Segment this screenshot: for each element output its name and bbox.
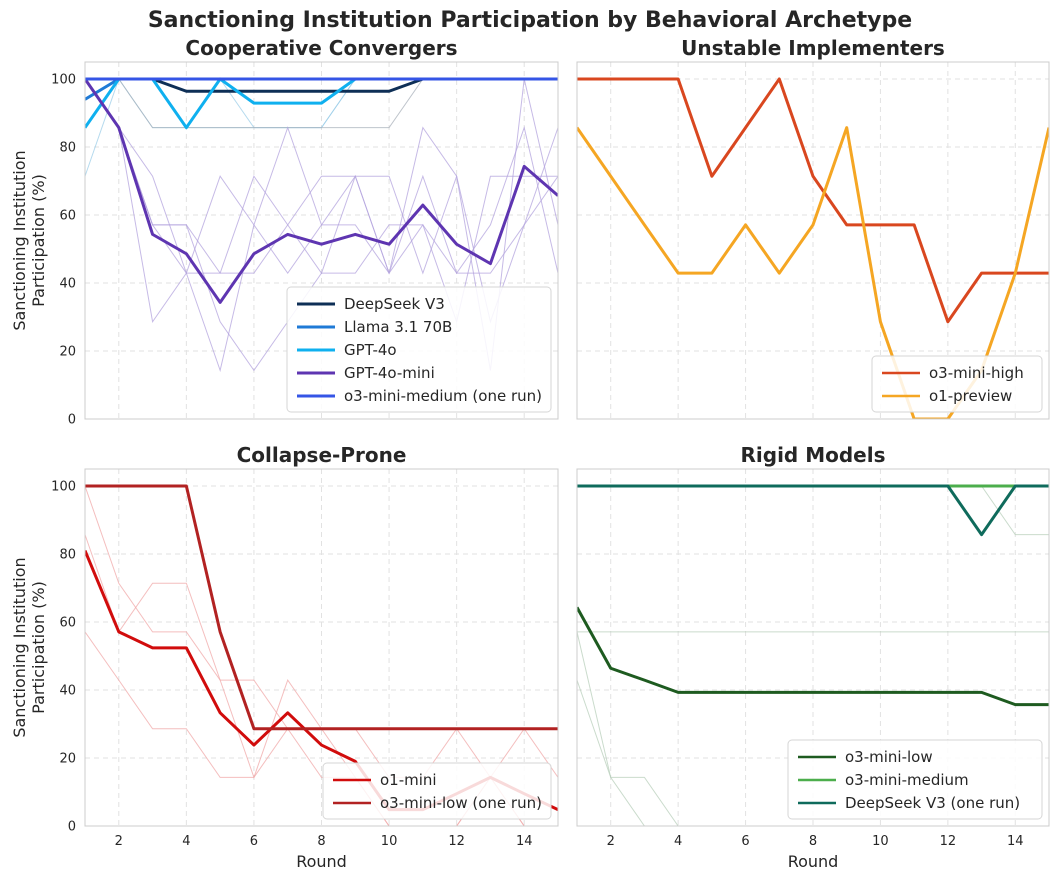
legend: o1-mini o3-mini-low (one run)	[322, 762, 552, 820]
legend-label: DeepSeek V3 (one run)	[845, 794, 1020, 812]
legend-label: o3-mini-medium	[845, 771, 969, 789]
panel-title: Rigid Models	[741, 443, 886, 467]
legend-box	[322, 762, 552, 820]
legend: o3-mini-low o3-mini-medium DeepSeek V3 (on…	[787, 739, 1043, 820]
series-line-deepseek-v3-one-run	[577, 484, 1049, 537]
legend-label: o1-mini	[380, 771, 437, 789]
faint-run-line	[577, 631, 1049, 826]
x-tick-label: 4	[674, 834, 682, 849]
x-tick-label: 14	[516, 834, 533, 849]
panel-cooperative-convergers: Cooperative Convergers 0 20 40 60 80 100 Sancti…	[10, 36, 559, 428]
x-tick-label: 6	[250, 834, 258, 849]
x-tick-label: 6	[741, 834, 749, 849]
series-line-o3-mini-low-one-run	[85, 484, 558, 731]
y-tick-label: 100	[51, 73, 76, 88]
y-tick-label: 20	[59, 752, 76, 767]
legend-box	[286, 286, 552, 413]
plot-frame	[84, 61, 559, 420]
panel-title: Collapse-Prone	[237, 443, 407, 467]
plot-frame	[576, 468, 1050, 827]
legend-label: o3-mini-high	[929, 364, 1024, 382]
y-tick-label: 100	[51, 480, 76, 495]
figure-title: Sanctioning Institution Participation by…	[148, 8, 912, 33]
y-axis-label-line: Participation (%)	[29, 581, 48, 714]
legend-label: Llama 3.1 70B	[344, 318, 452, 336]
x-tick-label: 2	[115, 834, 123, 849]
y-tick-label: 80	[59, 141, 76, 156]
legend-label: GPT-4o-mini	[344, 364, 435, 382]
plot-frame	[576, 61, 1050, 420]
legend-label: GPT-4o	[344, 341, 397, 359]
legend-label: o3-mini-low	[845, 748, 933, 766]
legend-box	[871, 355, 1043, 413]
plot-area	[577, 484, 1049, 826]
y-axis-label-line: Participation (%)	[29, 174, 48, 307]
x-axis-label: Round	[788, 852, 839, 871]
y-tick-label: 40	[59, 684, 76, 699]
legend-label: DeepSeek V3	[344, 295, 445, 313]
x-tick-label: 10	[872, 834, 889, 849]
legend: DeepSeek V3 Llama 3.1 70B GPT-4o GPT-4o-min…	[286, 286, 552, 413]
y-axis-label-line: Sanctioning Institution	[10, 557, 29, 737]
series-line-gpt-4o-mini	[85, 78, 558, 304]
x-tick-label: 12	[940, 834, 957, 849]
y-tick-label: 80	[59, 548, 76, 563]
plot-frame	[84, 468, 559, 827]
y-tick-label: 20	[59, 345, 76, 360]
panel-title: Unstable Implementers	[681, 36, 945, 60]
y-tick-label: 60	[59, 209, 76, 224]
x-tick-label: 12	[448, 834, 465, 849]
x-tick-label: 4	[182, 834, 190, 849]
series-line-o3-mini-high	[577, 77, 1049, 324]
y-axis-label: Sanctioning InstitutionParticipation (%)	[10, 150, 48, 330]
x-tick-label: 8	[809, 834, 817, 849]
x-tick-label: 14	[1007, 834, 1024, 849]
legend-label: o3-mini-medium (one run)	[344, 387, 542, 405]
y-tick-label: 0	[68, 413, 76, 428]
x-tick-label: 10	[381, 834, 398, 849]
series-line-o3-mini-low	[577, 606, 1049, 707]
legend-label: o3-mini-low (one run)	[380, 794, 542, 812]
panel-title: Cooperative Convergers	[185, 36, 457, 60]
y-axis-label: Sanctioning InstitutionParticipation (%)	[10, 557, 48, 737]
legend-label: o1-preview	[929, 387, 1012, 405]
panel-unstable-implementers: Unstable Implementers o3-mini-high o1-prev…	[576, 36, 1050, 420]
y-tick-label: 0	[68, 820, 76, 835]
x-tick-label: 8	[317, 834, 325, 849]
x-axis-label: Round	[296, 852, 347, 871]
x-tick-label: 2	[607, 834, 615, 849]
panel-collapse-prone: Collapse-Prone 0 20 40 60 80 100 2 4 6 8 10 12 14 Sanc…	[10, 443, 559, 871]
y-tick-label: 60	[59, 616, 76, 631]
legend: o3-mini-high o1-preview	[871, 355, 1043, 413]
y-axis-label-line: Sanctioning Institution	[10, 150, 29, 330]
legend-box	[787, 739, 1043, 820]
y-tick-label: 40	[59, 277, 76, 292]
